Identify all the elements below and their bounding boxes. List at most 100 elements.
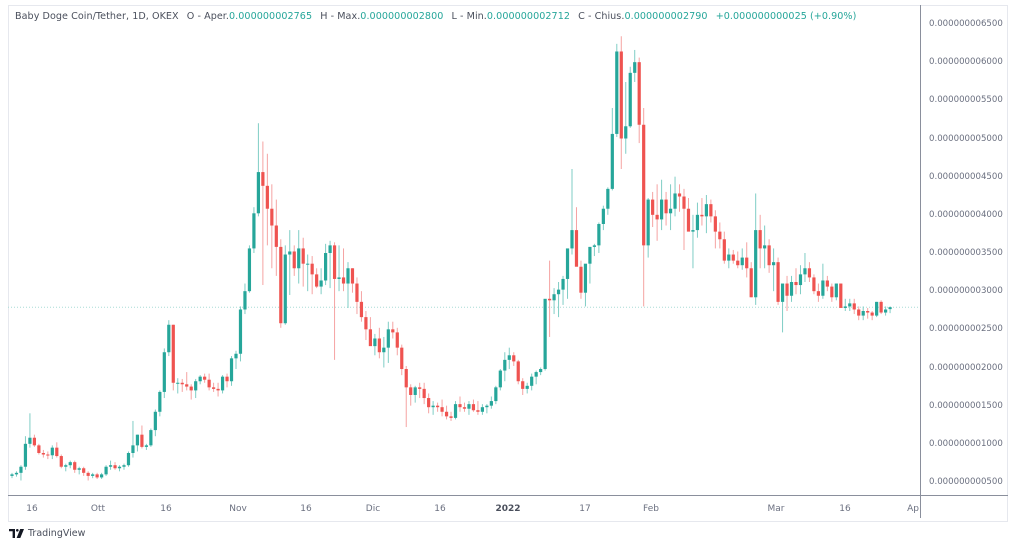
time-axis-tick: 16 <box>160 504 172 514</box>
candle <box>606 187 610 215</box>
candle <box>310 256 314 295</box>
candle <box>324 243 328 286</box>
candle <box>494 385 498 405</box>
candle <box>565 248 570 299</box>
time-axis-tick: Dic <box>365 504 381 514</box>
candle <box>655 184 659 241</box>
candle <box>521 378 525 395</box>
candle <box>539 367 543 376</box>
candle <box>574 207 579 267</box>
candle <box>319 268 323 295</box>
candle <box>198 375 202 385</box>
candle <box>41 449 45 458</box>
symbol-title: Baby Doge Coin/Tether, 1D, OKEX <box>15 11 179 22</box>
ohlc-legend: Baby Doge Coin/Tether, 1D, OKEX O - Aper… <box>15 11 856 22</box>
candle <box>763 225 767 269</box>
candle <box>122 463 126 470</box>
candle <box>337 245 341 292</box>
candle <box>462 402 467 412</box>
candle <box>82 466 86 476</box>
candle <box>745 242 749 278</box>
time-axis-tick: Ott <box>90 504 106 514</box>
high-value: 0.000000002800 <box>360 11 444 22</box>
candle <box>220 375 225 394</box>
candle <box>749 262 753 298</box>
candle <box>839 283 843 308</box>
candle <box>884 306 888 316</box>
candle <box>704 194 708 234</box>
candle <box>189 384 193 400</box>
candle <box>485 404 489 414</box>
candle <box>100 472 104 479</box>
candle <box>453 401 458 420</box>
candle <box>391 321 395 339</box>
candle <box>798 265 803 295</box>
candle <box>418 382 422 399</box>
candle <box>861 306 865 321</box>
candle <box>68 460 72 469</box>
candle <box>677 184 682 212</box>
candle <box>525 382 529 394</box>
candle <box>46 451 50 460</box>
candle <box>332 242 337 360</box>
time-axis-tick: 16 <box>26 504 38 514</box>
change-value: +0.000000000025 (+0.90%) <box>715 11 857 22</box>
candle <box>37 443 41 455</box>
candle <box>395 327 399 356</box>
candle <box>610 107 614 191</box>
candle <box>180 378 184 392</box>
candle <box>270 184 274 269</box>
candle <box>274 199 278 276</box>
price-axis-tick: 0.000000005500 <box>929 95 1003 106</box>
candle <box>718 222 722 249</box>
time-axis-tick: 16 <box>434 504 446 514</box>
candle <box>709 199 713 223</box>
candle <box>713 210 717 249</box>
candle <box>449 411 453 421</box>
candle <box>633 49 637 83</box>
candle <box>28 413 32 448</box>
price-axis-tick: 0.000000003500 <box>929 248 1003 258</box>
candle <box>579 260 583 299</box>
candle <box>431 401 435 415</box>
candle <box>194 378 198 399</box>
candle <box>754 193 758 305</box>
tradingview-brand[interactable]: TradingView <box>9 528 85 539</box>
candle <box>104 465 108 476</box>
candle <box>59 454 63 469</box>
candle <box>516 359 520 385</box>
candle <box>404 365 408 428</box>
open-value: 0.000000002765 <box>229 11 313 22</box>
candle <box>131 420 135 458</box>
candle <box>306 254 310 292</box>
candle <box>736 251 740 269</box>
candle <box>158 390 162 417</box>
candle <box>386 321 390 363</box>
high-label: H - Max. <box>320 11 361 22</box>
candle <box>292 245 296 276</box>
open-label: O - Aper. <box>186 11 230 22</box>
candle <box>91 472 95 479</box>
candle <box>682 188 686 250</box>
candle <box>767 239 771 273</box>
price-axis-tick: 0.000000000500 <box>929 477 1003 487</box>
candle <box>467 401 471 415</box>
candle <box>341 248 346 292</box>
candle <box>86 471 90 481</box>
candle <box>427 393 431 414</box>
candle <box>50 445 54 460</box>
candle <box>171 324 175 391</box>
candle <box>530 373 534 391</box>
candle <box>552 288 556 315</box>
candle <box>203 373 207 383</box>
candle <box>821 263 825 299</box>
close-label: C - Chius. <box>578 11 625 22</box>
candle <box>866 307 870 319</box>
candle <box>279 239 283 328</box>
candle <box>436 402 440 412</box>
candlestick-plot-area[interactable] <box>8 5 920 495</box>
candle <box>740 248 744 270</box>
candle <box>870 311 874 321</box>
candle <box>722 231 726 264</box>
candle <box>225 373 229 388</box>
